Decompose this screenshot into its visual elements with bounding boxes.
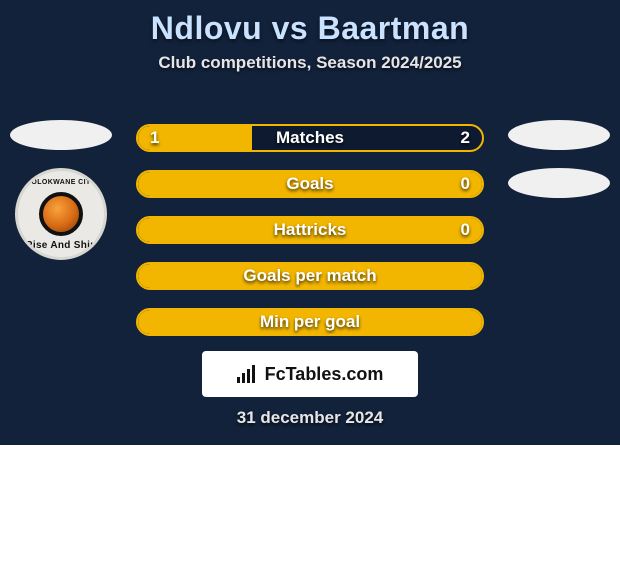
player2-photo-placeholder bbox=[508, 120, 610, 150]
crest-top-text: POLOKWANE CITY bbox=[18, 179, 104, 186]
snapshot-date: 31 december 2024 bbox=[0, 408, 620, 428]
stats-bars: 1 Matches 2 Goals 0 Hattricks 0 Goals pe… bbox=[136, 124, 484, 336]
page-title: Ndlovu vs Baartman bbox=[0, 10, 620, 47]
stat-right-value: 2 bbox=[461, 126, 470, 150]
crest-motto: Rise And Shin bbox=[18, 240, 104, 251]
stat-right-value: 0 bbox=[461, 172, 470, 196]
player1-photo-placeholder bbox=[10, 120, 112, 150]
stat-fill bbox=[138, 172, 482, 196]
stat-bar-min-per-goal: Min per goal bbox=[136, 308, 484, 336]
stat-bar-hattricks: Hattricks 0 bbox=[136, 216, 484, 244]
stat-bar-goals-per-match: Goals per match bbox=[136, 262, 484, 290]
bar-chart-icon bbox=[237, 365, 259, 383]
left-player-column: POLOKWANE CITY Rise And Shin bbox=[6, 120, 116, 260]
stat-left-value: 1 bbox=[150, 126, 159, 150]
stat-bar-matches: 1 Matches 2 bbox=[136, 124, 484, 152]
page-subtitle: Club competitions, Season 2024/2025 bbox=[0, 53, 620, 73]
player1-club-crest: POLOKWANE CITY Rise And Shin bbox=[15, 168, 107, 260]
source-logo: FcTables.com bbox=[202, 351, 418, 397]
stat-fill bbox=[138, 218, 482, 242]
stat-right-value: 0 bbox=[461, 218, 470, 242]
comparison-card: Ndlovu vs Baartman Club competitions, Se… bbox=[0, 0, 620, 445]
stat-fill bbox=[138, 310, 482, 334]
source-logo-text: FcTables.com bbox=[265, 364, 384, 385]
player2-club-placeholder bbox=[508, 168, 610, 198]
stat-fill bbox=[138, 264, 482, 288]
right-player-column bbox=[504, 120, 614, 198]
stat-bar-goals: Goals 0 bbox=[136, 170, 484, 198]
crest-emblem-icon bbox=[39, 192, 83, 236]
